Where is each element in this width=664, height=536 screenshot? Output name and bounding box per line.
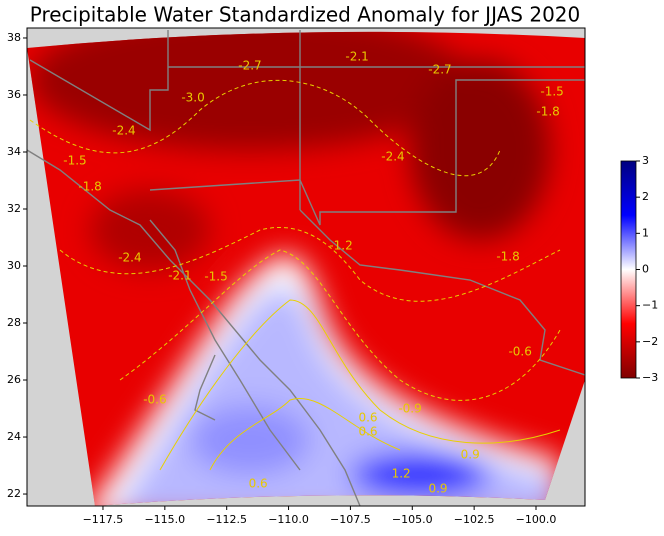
contour-label: -1.2 <box>329 239 352 253</box>
y-tick-label: 36 <box>7 88 21 101</box>
y-tick-label: 38 <box>7 31 21 44</box>
x-tick-label: −105.0 <box>392 513 433 526</box>
x-tick-label: −117.5 <box>83 513 124 526</box>
title: Precipitable Water Standardized Anomaly … <box>30 3 581 27</box>
contour-label: 0.9 <box>461 447 480 461</box>
contour-label: -1.5 <box>63 154 86 168</box>
colorbar-tick-label: 2 <box>642 190 649 203</box>
colorbar-tick-label: 3 <box>642 154 649 167</box>
y-tick-label: 30 <box>7 259 21 272</box>
boundaries <box>27 30 585 506</box>
contour-label: -2.7 <box>428 62 451 76</box>
contour-label: -2.4 <box>381 150 404 164</box>
colorbar <box>620 160 637 379</box>
colorbar-tick-label: −3 <box>642 371 658 384</box>
contours <box>29 79 561 471</box>
y-tick-label: 34 <box>7 145 21 158</box>
map-frame <box>26 27 586 507</box>
contour-label: 0.6 <box>249 477 268 491</box>
contour-label: -2.1 <box>168 268 191 282</box>
contour-label: -0.6 <box>508 345 531 359</box>
colorbar-tick-label: −1 <box>642 299 658 312</box>
y-tick-label: 32 <box>7 202 21 215</box>
contour-label: -1.5 <box>540 85 563 99</box>
contour-label: -2.4 <box>118 251 141 265</box>
x-tick-label: −110.0 <box>268 513 309 526</box>
x-tick-label: −100.0 <box>516 513 557 526</box>
contour-label: -2.1 <box>345 50 368 64</box>
anomaly-field <box>27 31 585 507</box>
contour-label: -3.0 <box>181 91 204 105</box>
x-tick-label: −102.5 <box>454 513 495 526</box>
contour-label: -1.8 <box>78 180 101 194</box>
contour-label: -2.7 <box>238 58 261 72</box>
contour-label: -0.6 <box>143 392 166 406</box>
y-tick-label: 24 <box>7 430 21 443</box>
contour-label: -1.8 <box>536 105 559 119</box>
y-tick-label: 26 <box>7 373 21 386</box>
contour-label: 0.6 <box>358 410 377 424</box>
contour-label: -2.4 <box>112 123 135 137</box>
y-tick-label: 28 <box>7 316 21 329</box>
contour-label: 0.6 <box>358 424 377 438</box>
contour-label: -1.8 <box>496 249 519 263</box>
x-tick-label: −107.5 <box>330 513 371 526</box>
contour-label: 1.2 <box>392 467 411 481</box>
contour-label: -0.9 <box>398 402 421 416</box>
colorbar-tick-label: 1 <box>642 226 649 239</box>
contour-label: 0.9 <box>428 482 447 496</box>
colorbar-tick-label: 0 <box>642 263 649 276</box>
y-tick-label: 22 <box>7 487 21 500</box>
colorbar-tick-label: −2 <box>642 335 658 348</box>
x-tick-label: −115.0 <box>144 513 185 526</box>
x-tick-label: −112.5 <box>206 513 247 526</box>
contour-label: -1.5 <box>204 270 227 284</box>
